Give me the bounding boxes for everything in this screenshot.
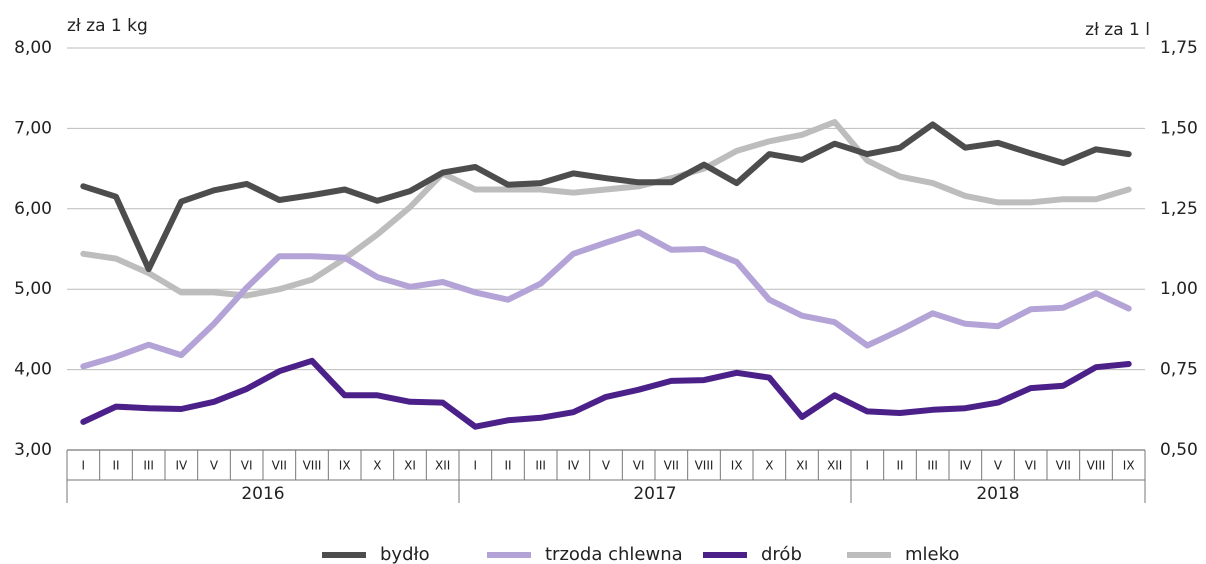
series-line — [80, 357, 1132, 430]
x-group-label: 2018 — [976, 484, 1019, 504]
x-tick-label: IX — [1123, 459, 1135, 473]
y2-tick-label: 0,50 — [1160, 440, 1198, 460]
legend-label: bydło — [380, 544, 430, 564]
y-tick-label: 3,00 — [14, 440, 52, 460]
legend-label: drób — [761, 544, 802, 564]
x-tick-label: I — [474, 459, 478, 473]
x-tick-label: XI — [796, 459, 808, 473]
x-tick-label: IX — [339, 459, 351, 473]
x-tick-label: III — [927, 459, 938, 473]
series-line — [80, 121, 1132, 273]
x-group-label: 2017 — [633, 484, 676, 504]
x-tick-label: V — [210, 459, 219, 473]
x-tick-label: VII — [664, 459, 679, 473]
y-tick-label: 6,00 — [14, 199, 52, 219]
series-line — [80, 119, 1132, 299]
y2-tick-label: 0,75 — [1160, 360, 1198, 380]
y-tick-label: 5,00 — [14, 279, 52, 299]
x-tick-label: IX — [731, 459, 743, 473]
x-tick-label: I — [82, 459, 86, 473]
y-tick-label: 7,00 — [14, 118, 52, 138]
x-tick-label: III — [535, 459, 546, 473]
x-tick-label: XII — [435, 459, 450, 473]
x-tick-label: IV — [175, 459, 188, 473]
legend-label: mleko — [905, 544, 959, 564]
x-tick-label: VI — [633, 459, 645, 473]
y-tick-label: 4,00 — [14, 360, 52, 380]
legend-label: trzoda chlewna — [545, 544, 683, 564]
x-tick-label: VIII — [1087, 459, 1106, 473]
y2-axis-label: zł za 1 l — [1085, 20, 1150, 40]
y2-tick-label: 1,00 — [1160, 279, 1198, 299]
x-tick-label: V — [602, 459, 611, 473]
x-tick-label: VIII — [695, 459, 714, 473]
x-tick-label: I — [866, 459, 870, 473]
x-tick-label: X — [765, 459, 773, 473]
x-tick-label: VIII — [303, 459, 322, 473]
x-tick-label: III — [143, 459, 154, 473]
x-tick-label: VII — [272, 459, 287, 473]
x-tick-label: XI — [404, 459, 416, 473]
x-tick-label: II — [112, 459, 119, 473]
x-tick-label: VI — [1025, 459, 1037, 473]
x-tick-label: II — [504, 459, 511, 473]
x-group-label: 2016 — [241, 484, 284, 504]
y-tick-label: 8,00 — [14, 38, 52, 58]
x-tick-label: IV — [959, 459, 972, 473]
x-tick-label: XII — [827, 459, 842, 473]
y-axis-label: zł za 1 kg — [67, 16, 148, 36]
x-tick-label: II — [896, 459, 903, 473]
y2-tick-label: 1,50 — [1160, 118, 1198, 138]
series-line — [80, 229, 1132, 370]
x-tick-label: X — [373, 459, 381, 473]
y2-tick-label: 1,25 — [1160, 199, 1198, 219]
y2-tick-label: 1,75 — [1160, 38, 1198, 58]
x-tick-label: IV — [567, 459, 580, 473]
x-tick-label: VII — [1056, 459, 1071, 473]
x-tick-label: VI — [241, 459, 253, 473]
x-tick-label: V — [994, 459, 1003, 473]
